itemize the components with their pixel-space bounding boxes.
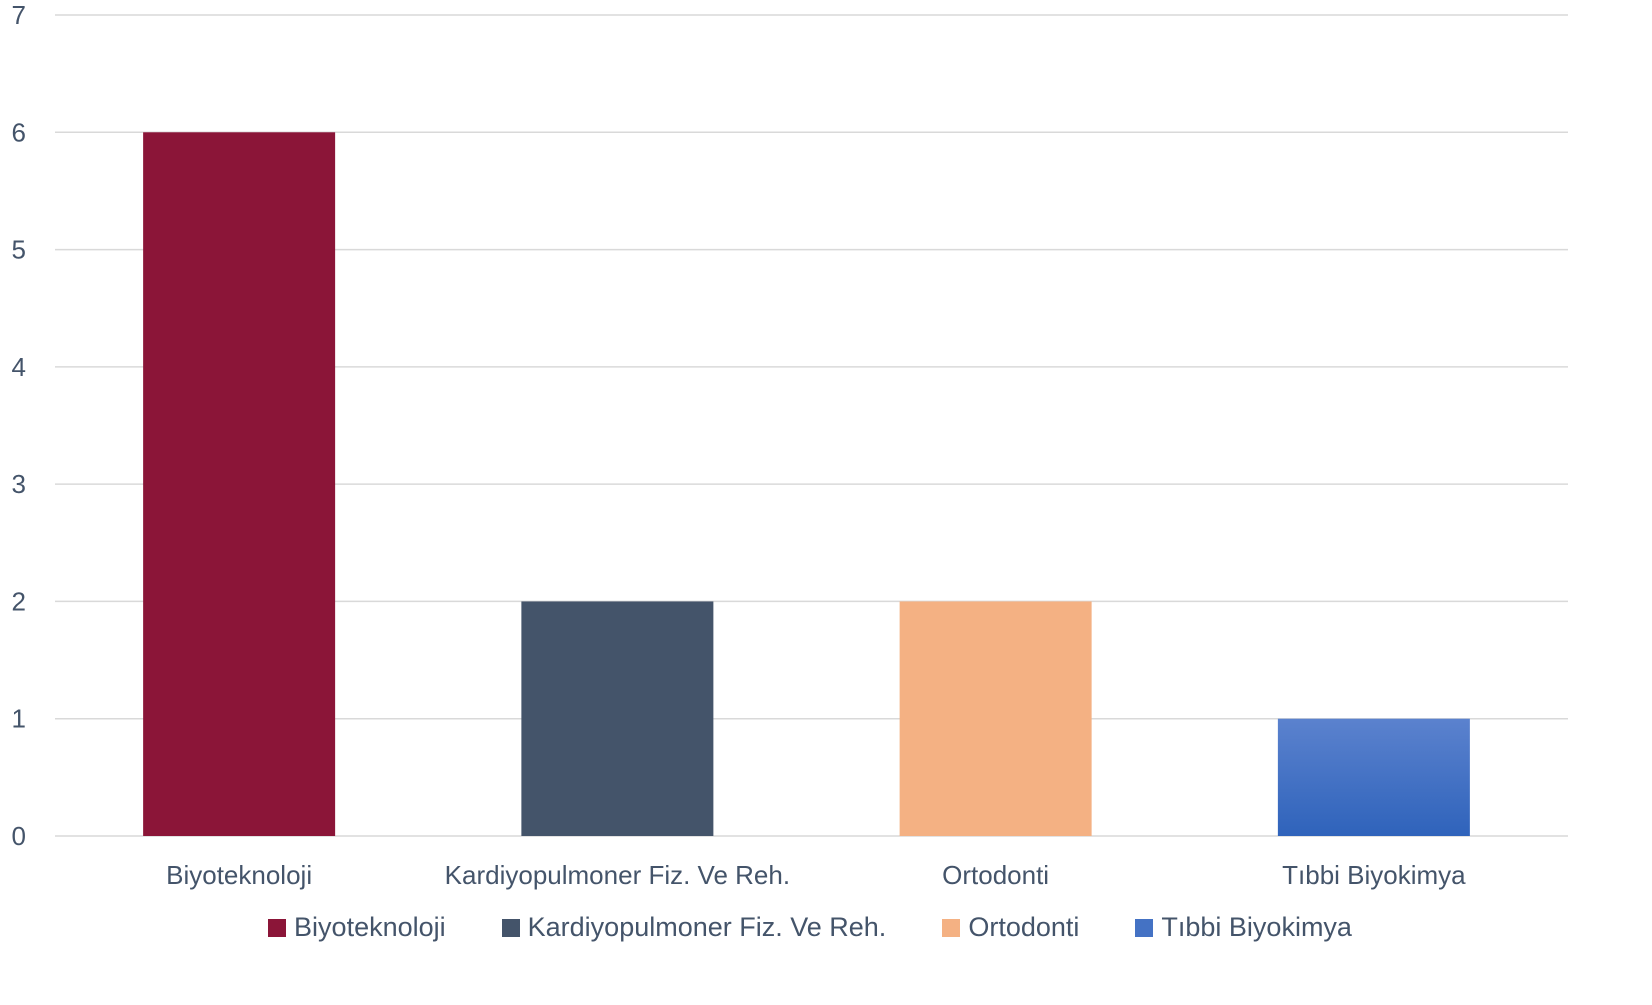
legend-label: Kardiyopulmoner Fiz. Ve Reh. (527, 912, 887, 942)
bar[interactable] (1277, 718, 1470, 836)
bar[interactable] (143, 132, 336, 837)
x-tick-label: Kardiyopulmoner Fiz. Ve Reh. (445, 860, 790, 890)
legend-item-tibbi-biyokimya[interactable]: Tıbbi Biyokimya (1135, 912, 1352, 943)
bars (143, 132, 1470, 837)
x-tick-label: Biyoteknoloji (166, 860, 312, 890)
x-axis-ticks: Biyoteknoloji Kardiyopulmoner Fiz. Ve Reh… (166, 860, 1466, 890)
y-tick-label: 7 (12, 0, 26, 30)
legend-swatch (942, 918, 961, 937)
legend-swatch (268, 918, 287, 937)
y-tick-label: 3 (12, 469, 26, 499)
y-tick-label: 1 (12, 704, 26, 734)
bar[interactable] (899, 601, 1092, 836)
legend-swatch (1135, 918, 1154, 937)
legend-item-ortodonti[interactable]: Ortodonti (942, 912, 1079, 943)
bar[interactable] (521, 601, 714, 836)
legend-label: Ortodonti (968, 912, 1080, 942)
y-tick-label: 6 (12, 117, 26, 147)
legend-swatch (501, 918, 520, 937)
y-tick-label: 2 (12, 586, 26, 616)
y-tick-label: 5 (12, 235, 26, 265)
x-tick-label: Tıbbi Biyokimya (1282, 860, 1466, 890)
y-tick-label: 4 (12, 352, 26, 382)
x-tick-label: Ortodonti (942, 860, 1049, 890)
legend-item-kardiyopulmoner[interactable]: Kardiyopulmoner Fiz. Ve Reh. (501, 912, 887, 943)
y-tick-label: 0 (12, 821, 26, 851)
legend-label: Tıbbi Biyokimya (1161, 912, 1352, 942)
legend: Biyoteknoloji Kardiyopulmoner Fiz. Ve Re… (0, 912, 1620, 943)
y-axis-ticks: 0 1 2 3 4 5 6 7 (12, 0, 26, 851)
legend-item-biyoteknoloji[interactable]: Biyoteknoloji (268, 912, 446, 943)
legend-label: Biyoteknoloji (294, 912, 446, 942)
